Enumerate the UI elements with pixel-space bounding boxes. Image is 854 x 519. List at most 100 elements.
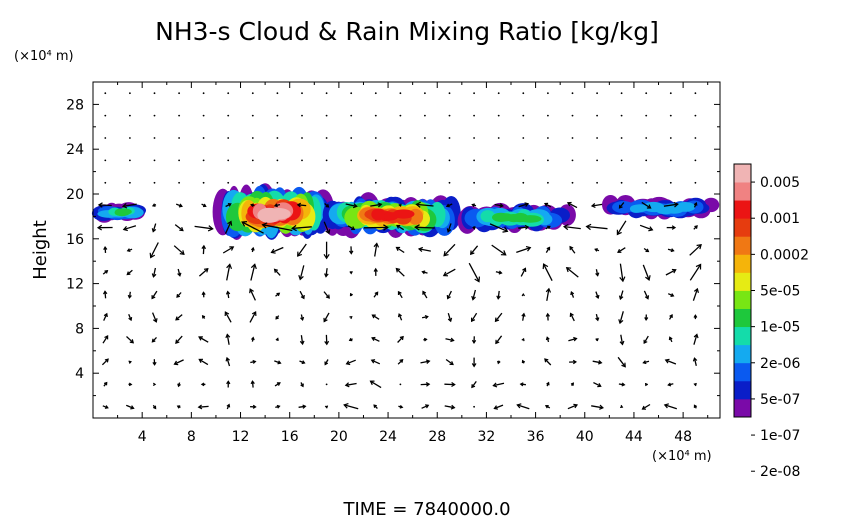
wind-vector: [202, 137, 205, 139]
wind-vector: [226, 263, 233, 281]
wind-vector: [473, 405, 475, 408]
wind-vector: [300, 314, 305, 321]
wind-vector-shaft: [198, 336, 209, 343]
x-tick-label: 20: [330, 429, 348, 445]
wind-vector-head: [395, 267, 401, 273]
wind-vector: [545, 225, 551, 230]
wind-vector-shaft: [226, 334, 230, 345]
wind-vector: [445, 203, 453, 208]
wind-vector-head: [545, 287, 552, 293]
wind-vector-head: [570, 290, 575, 296]
wind-vector-shaft: [323, 291, 330, 299]
wind-vector-shaft: [689, 264, 702, 281]
wind-vector: [568, 336, 578, 342]
wind-vector: [692, 357, 698, 366]
wind-vector: [663, 201, 679, 208]
wind-vector: [224, 220, 233, 234]
wind-vector-head: [545, 312, 550, 317]
wind-vector-head: [644, 317, 649, 322]
wind-vector: [593, 382, 602, 388]
wind-vector: [444, 382, 456, 388]
wind-vector-shaft: [297, 243, 307, 257]
wind-vector: [175, 314, 183, 321]
wind-vector-head: [250, 246, 255, 251]
y-tick-label: 8: [75, 321, 84, 337]
x-tick-label: 28: [428, 429, 446, 445]
wind-vector-head: [644, 295, 650, 300]
y-tick-label: 20: [66, 187, 84, 203]
wind-vector-shaft: [323, 312, 330, 322]
wind-vector: [398, 203, 402, 207]
wind-vector: [251, 181, 254, 184]
wind-vector-head: [446, 295, 451, 300]
wind-vector: [448, 114, 451, 117]
wind-vector: [470, 245, 479, 256]
wind-vector: [596, 181, 598, 184]
wind-vector: [201, 291, 206, 298]
wind-vector: [668, 314, 673, 320]
wind-vector-head: [594, 248, 598, 252]
wind-vector: [522, 159, 525, 162]
wind-vector: [567, 403, 579, 410]
wind-vector: [693, 382, 697, 387]
wind-vector-shaft: [177, 268, 181, 276]
wind-vector-shaft: [665, 359, 677, 365]
wind-vector: [442, 268, 456, 277]
wind-vector: [177, 268, 182, 277]
wind-vector-head: [151, 273, 157, 278]
wind-vector: [250, 336, 255, 342]
wind-vector-head: [343, 403, 349, 409]
wind-vector-shaft: [125, 404, 134, 409]
wind-vector: [126, 336, 135, 344]
wind-vector: [323, 312, 330, 323]
wind-vector-head: [151, 228, 157, 233]
x-tick-label: 24: [379, 429, 397, 445]
wind-vector-shaft: [271, 246, 284, 254]
wind-vector-head: [450, 337, 455, 343]
wind-vector-head: [643, 339, 648, 345]
wind-vector-head: [371, 314, 376, 319]
wind-vector-head: [324, 273, 329, 278]
wind-vector-head: [324, 405, 329, 409]
wind-vector-head: [414, 224, 420, 231]
wind-vector-shaft: [544, 358, 552, 366]
y-axis-label: Height: [30, 220, 51, 280]
wind-vector: [422, 290, 428, 299]
colorbar-swatch: [734, 218, 751, 237]
wind-vector: [299, 360, 306, 365]
wind-vector-shaft: [323, 221, 330, 234]
wind-vector: [324, 268, 329, 278]
wind-vector-head: [498, 270, 503, 275]
wind-vector: [276, 137, 279, 139]
wind-vector: [468, 262, 480, 283]
wind-vector-head: [645, 275, 651, 281]
wind-vector-head: [349, 250, 354, 255]
wind-vector-head: [373, 404, 377, 408]
wind-vector-shaft: [471, 312, 478, 322]
wind-vector: [448, 159, 451, 162]
cloud-cell: [267, 208, 291, 220]
wind-vector-shaft: [444, 405, 455, 409]
wind-vector: [373, 404, 378, 409]
wind-vector-head: [103, 312, 108, 318]
wind-vector-head: [277, 360, 282, 365]
wind-vector-head: [493, 405, 499, 410]
wind-vector: [103, 312, 108, 321]
wind-vector-shaft: [471, 381, 477, 388]
wind-vector-head: [499, 203, 504, 208]
wind-vector: [595, 269, 600, 277]
wind-vector: [545, 246, 551, 253]
wind-vector: [617, 356, 626, 368]
wind-vector: [227, 137, 230, 139]
wind-vector: [373, 291, 379, 298]
wind-vector-head: [173, 360, 179, 366]
wind-vector-head: [200, 382, 205, 387]
wind-vector-head: [521, 359, 526, 364]
wind-vector-shaft: [421, 404, 429, 409]
wind-vector-head: [496, 295, 501, 300]
wind-vector: [350, 159, 353, 162]
wind-vector: [345, 359, 356, 366]
wind-vector: [226, 403, 231, 410]
colorbar-swatch: [734, 236, 751, 255]
wind-vector-head: [693, 287, 699, 294]
